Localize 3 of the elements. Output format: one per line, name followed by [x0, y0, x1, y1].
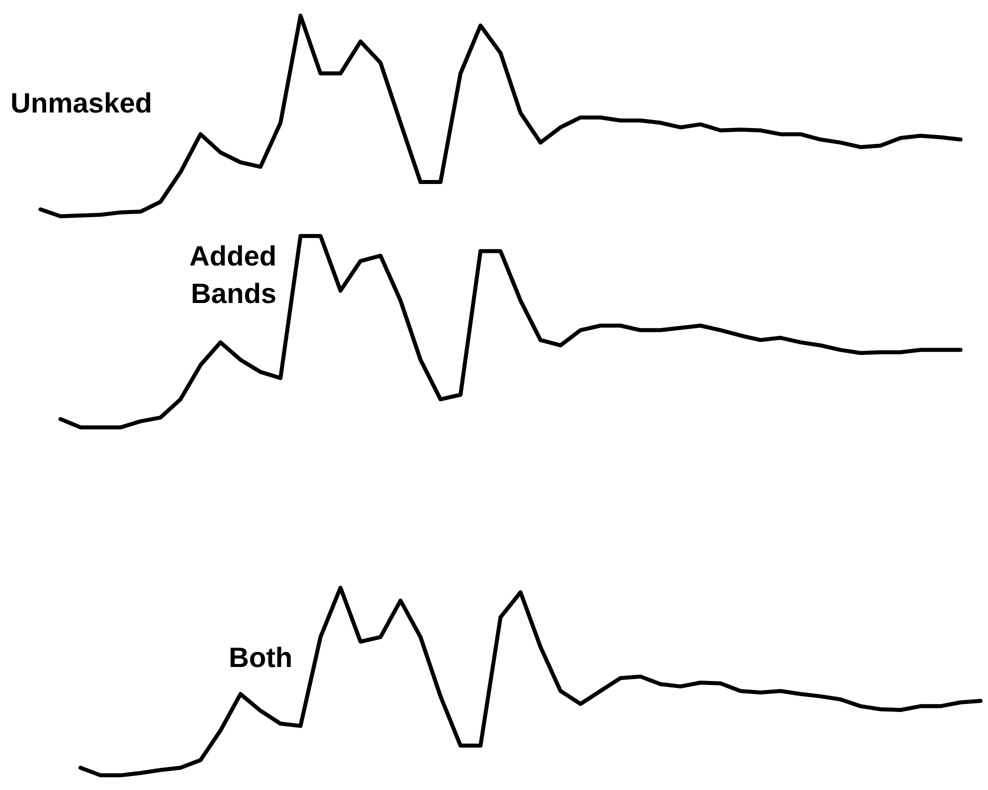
series-label: Unmasked	[10, 88, 152, 119]
series-label: Added Bands	[189, 240, 277, 309]
series-label: Both	[228, 642, 293, 674]
